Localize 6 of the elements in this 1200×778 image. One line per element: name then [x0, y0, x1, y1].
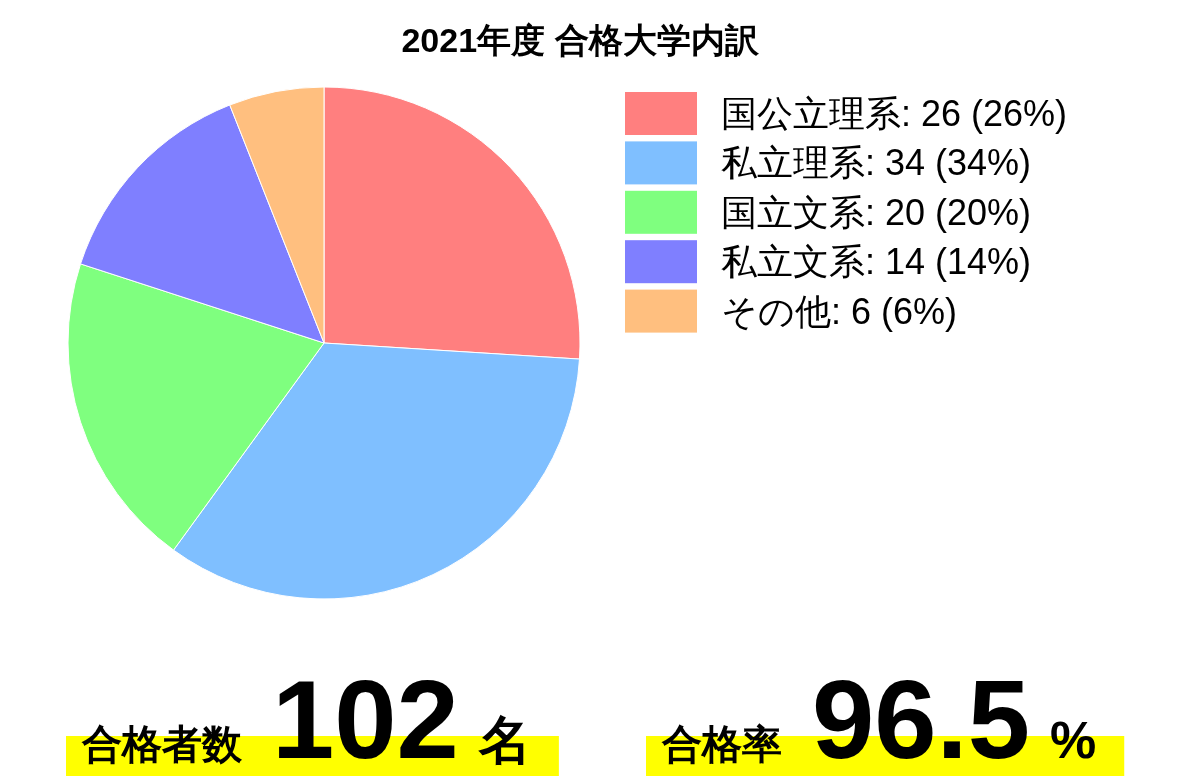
legend-label: 私立理系: 34 (34%) — [721, 142, 1032, 184]
chart-title: 2021年度 合格大学内訳 — [401, 21, 760, 59]
legend-label: その他: 6 (6%) — [721, 290, 958, 332]
legend-label: 私立文系: 14 (14%) — [721, 241, 1032, 283]
legend-label: 国公立理系: 26 (26%) — [721, 93, 1068, 134]
legend-label: 国立文系: 20 (20%) — [721, 191, 1032, 233]
